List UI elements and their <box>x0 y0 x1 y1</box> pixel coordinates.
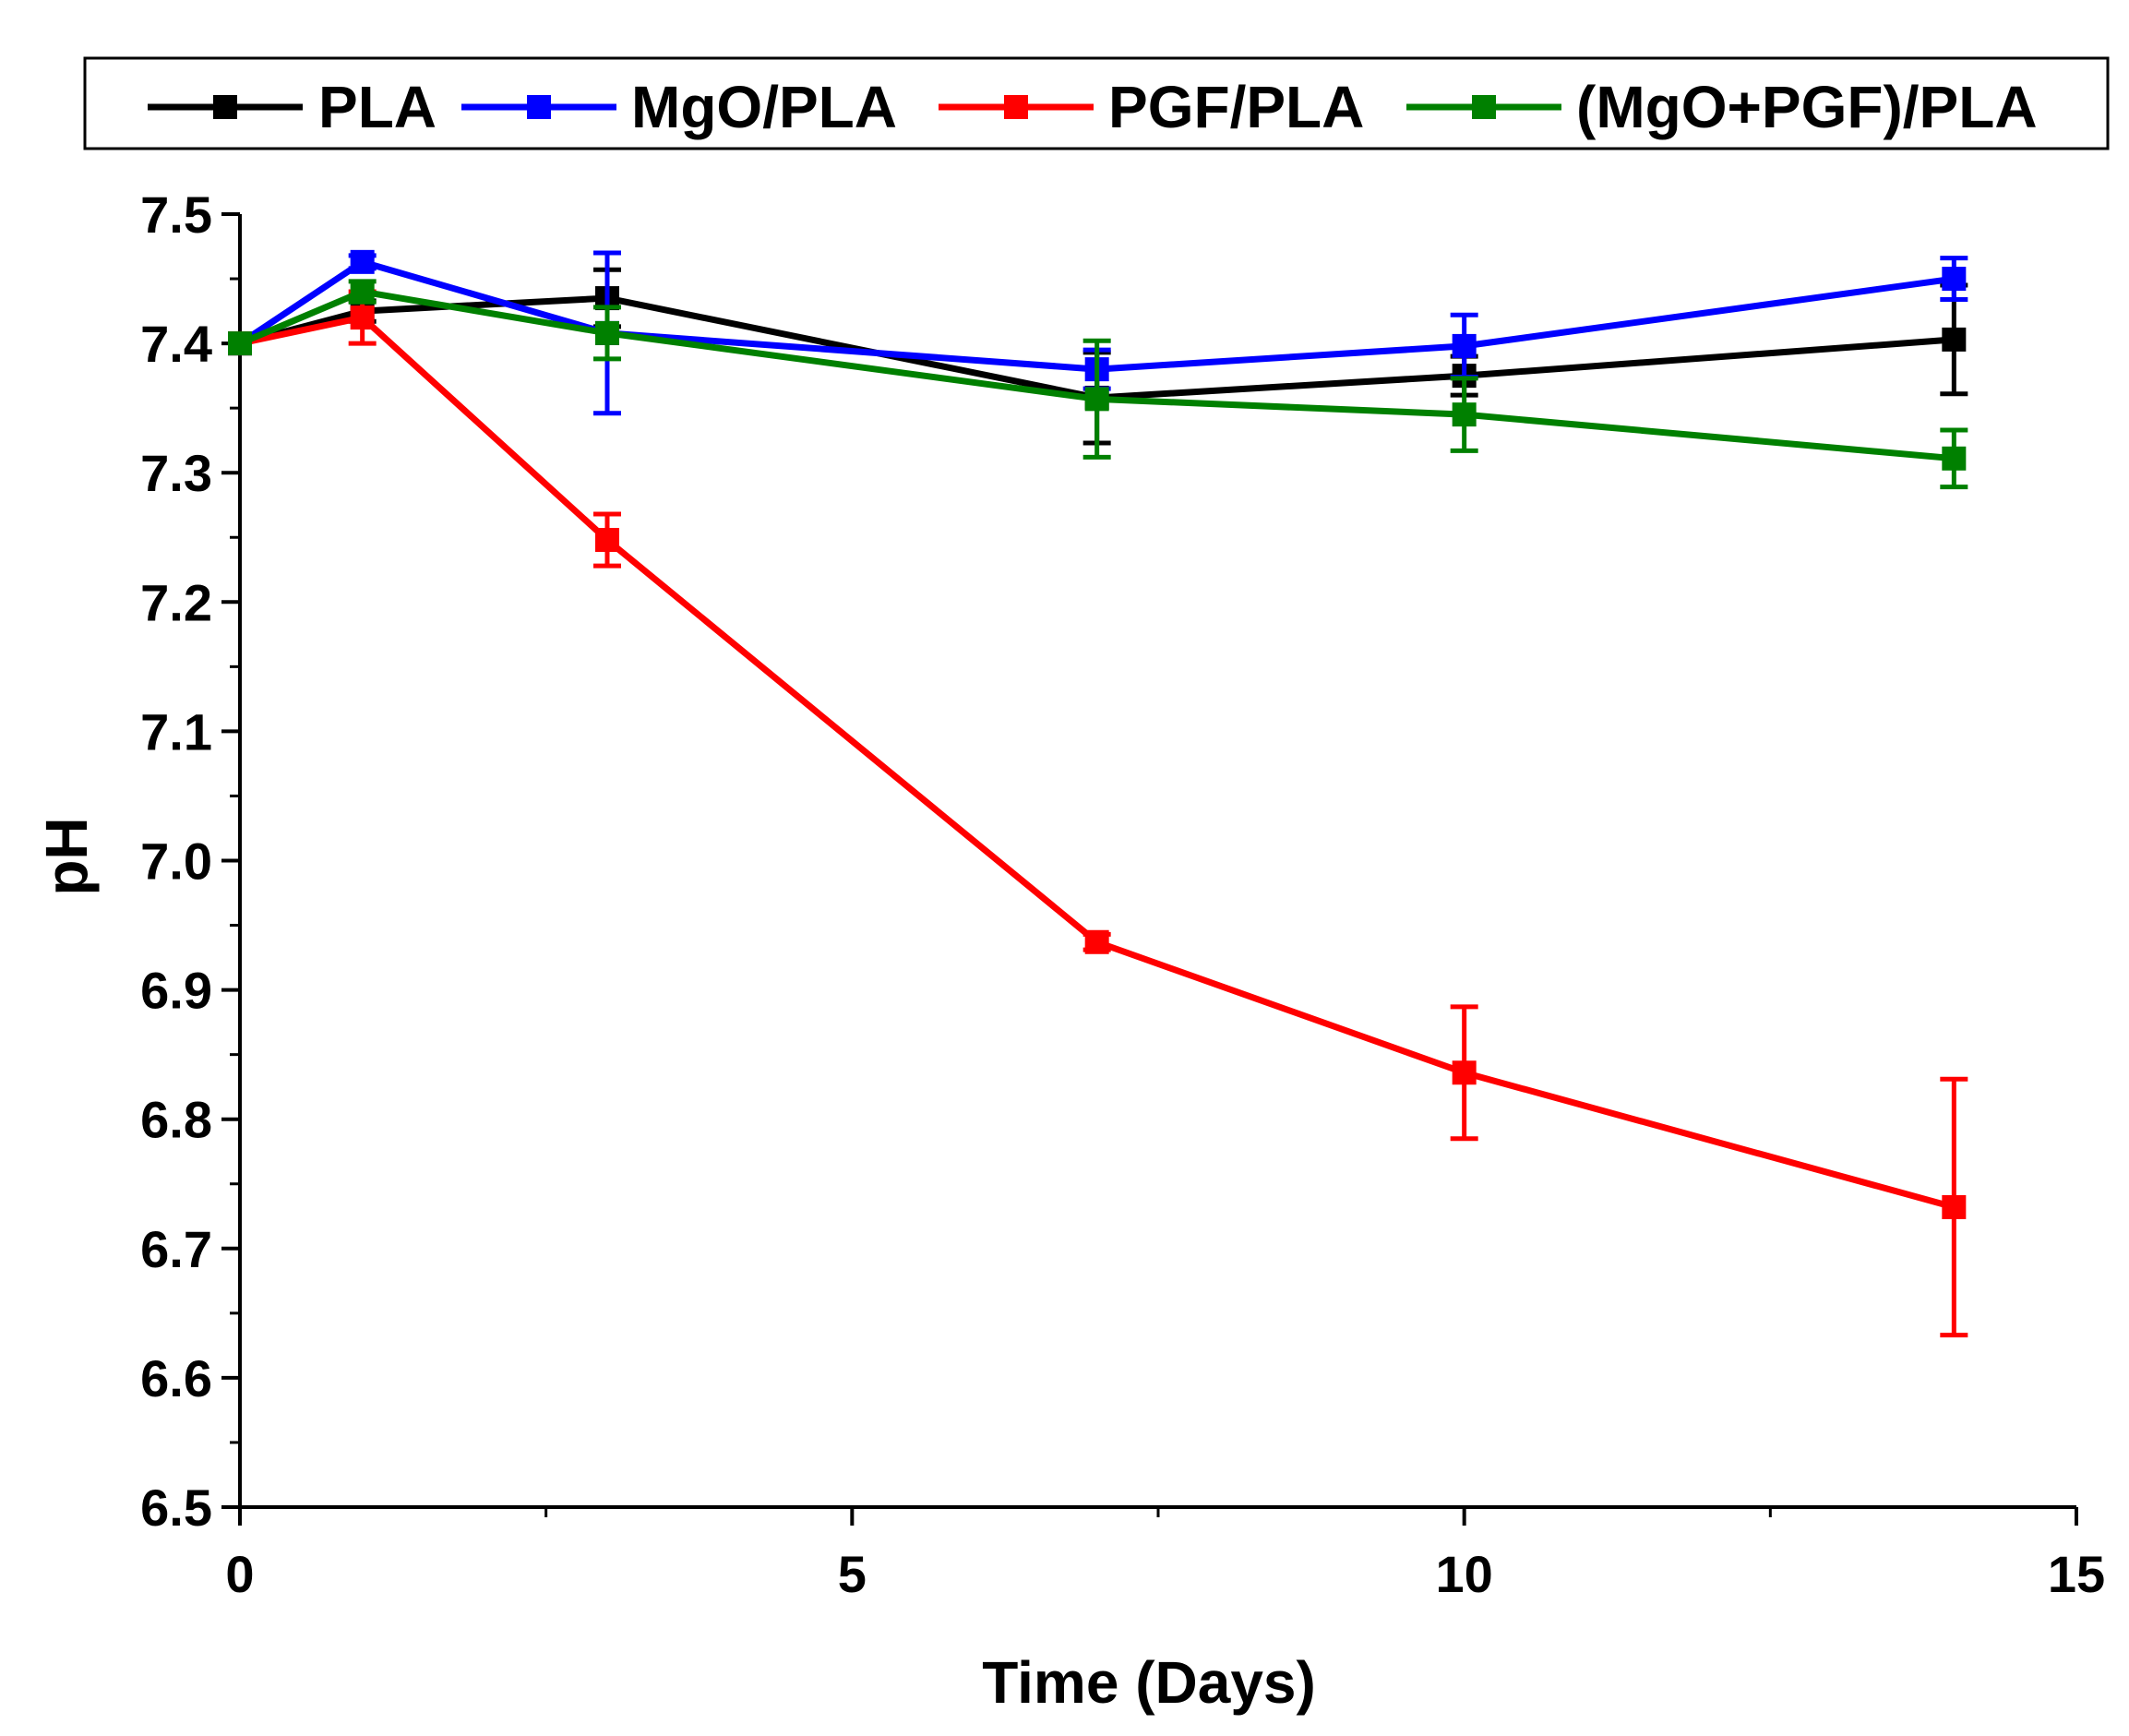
y-tick-label: 6.9 <box>140 962 212 1020</box>
data-point <box>228 331 252 356</box>
x-tick-label: 15 <box>2048 1545 2105 1603</box>
legend: PLA MgO/PLA PGF/PLA (MgO+PGF)/PLA <box>83 56 2110 150</box>
y-tick-label: 6.6 <box>140 1349 212 1407</box>
y-tick-label: 6.8 <box>140 1091 212 1149</box>
data-point <box>1452 333 1477 358</box>
y-tick-label: 7.0 <box>140 832 212 891</box>
y-tick-label: 7.2 <box>140 573 212 631</box>
axes: 6.5 6.6 6.7 6.8 6.9 7.0 7.1 7.2 7.3 7.4 7.5 0 5 10 15 <box>140 186 2105 1603</box>
y-tick-label: 7.3 <box>140 444 212 502</box>
y-axis-title: pH <box>33 817 100 895</box>
data-point <box>595 320 619 345</box>
data-point <box>1942 327 1967 352</box>
data-point <box>595 528 619 553</box>
series-layer <box>228 249 1968 1338</box>
series-line <box>238 288 1955 462</box>
data-point <box>1084 387 1109 412</box>
legend-marker <box>1472 95 1496 119</box>
series-line <box>239 314 1956 1211</box>
legend-item-1: MgO/PLA <box>461 74 897 140</box>
data-point <box>1452 402 1477 427</box>
legend-label: PLA <box>318 74 437 140</box>
series-line <box>238 258 1955 373</box>
x-tick-label: 5 <box>838 1545 867 1603</box>
data-point <box>350 249 375 274</box>
data-point <box>1084 929 1109 954</box>
data-point <box>350 305 375 330</box>
series-3 <box>228 279 1968 490</box>
data-point <box>1942 1194 1967 1219</box>
legend-label: PGF/PLA <box>1108 74 1364 140</box>
y-tick-label: 7.5 <box>140 186 212 244</box>
data-point <box>350 280 375 305</box>
legend-marker <box>527 95 551 119</box>
data-point <box>1452 1060 1477 1085</box>
data-point <box>1942 267 1967 292</box>
y-tick-label: 7.4 <box>140 315 212 373</box>
y-tick-label: 7.1 <box>140 702 212 760</box>
x-tick-label: 10 <box>1436 1545 1493 1603</box>
y-tick-label: 6.5 <box>140 1479 212 1537</box>
x-axis-title: Time (Days) <box>982 1649 1316 1716</box>
y-tick-label: 6.7 <box>140 1220 212 1278</box>
legend-marker <box>1004 95 1028 119</box>
x-tick-label: 0 <box>225 1545 254 1603</box>
data-point <box>1942 446 1967 471</box>
legend-item-0: PLA <box>148 74 437 140</box>
legend-item-3: (MgO+PGF)/PLA <box>1406 74 2038 140</box>
legend-label: (MgO+PGF)/PLA <box>1576 74 2038 140</box>
legend-label: MgO/PLA <box>631 74 897 140</box>
legend-marker <box>213 95 237 119</box>
legend-item-2: PGF/PLA <box>939 74 1364 140</box>
legend-box <box>83 56 2110 150</box>
